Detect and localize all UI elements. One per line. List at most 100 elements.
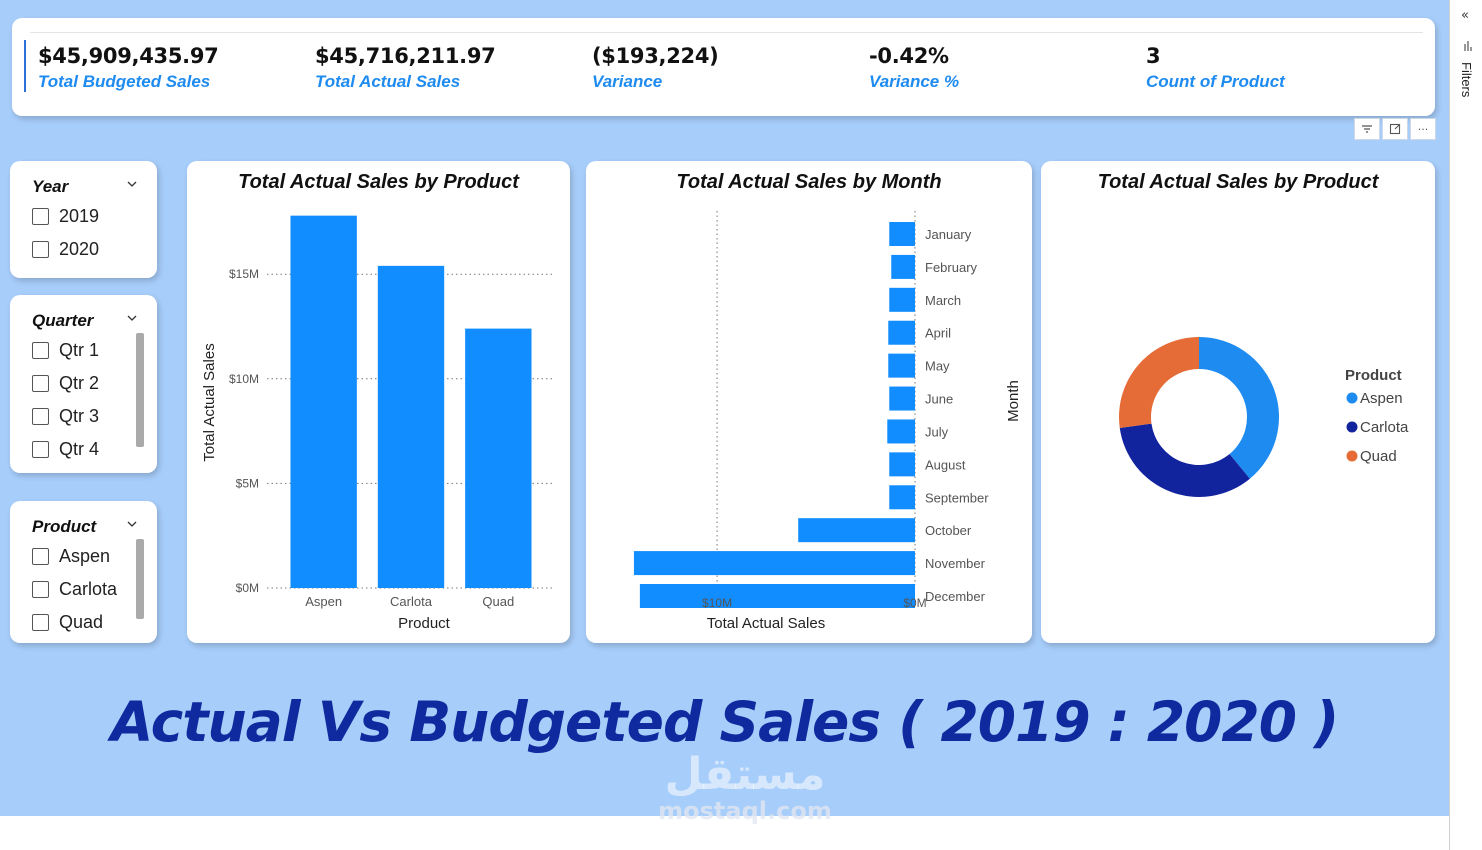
y-tick-label: August [925, 457, 966, 472]
kpi-card: $45,909,435.97 Total Budgeted Sales $45,… [12, 18, 1435, 116]
donut-slice [1119, 337, 1199, 428]
legend-title: Product [1345, 367, 1402, 384]
product-donut-chart-plot: Product Aspen Carlota Quad [1119, 337, 1409, 497]
checkbox[interactable] [32, 208, 49, 225]
checkbox[interactable] [32, 581, 49, 598]
y-tick-label: November [925, 556, 986, 571]
slicer-scrollbar[interactable] [136, 539, 144, 619]
slicer-item-label: Carlota [59, 579, 118, 599]
slicer-item-label: Qtr 4 [59, 439, 100, 459]
watermark-arabic: مستقل [664, 749, 826, 800]
kpi-accent-line [24, 40, 26, 92]
slicer-item-carlota[interactable]: Carlota [32, 579, 117, 600]
bar [639, 584, 915, 608]
bar [891, 254, 915, 279]
bar [888, 353, 915, 378]
y-tick-label: $5M [236, 476, 259, 490]
chevron-down-icon[interactable] [127, 519, 137, 529]
checkbox[interactable] [32, 614, 49, 631]
checkbox[interactable] [32, 408, 49, 425]
filter-icon [1464, 41, 1472, 51]
slicer-item-label: Qtr 3 [59, 406, 100, 426]
checkbox[interactable] [32, 375, 49, 392]
checkbox[interactable] [32, 548, 49, 565]
watermark-logo: مستقل mostaql.com [650, 749, 840, 825]
slicer-item-label: 2020 [59, 239, 100, 259]
checkbox[interactable] [32, 342, 49, 359]
filter-icon[interactable] [1354, 118, 1380, 140]
month-bar-chart-plot: January February March April May June July Augu… [633, 211, 1022, 632]
kpi-label: Total Budgeted Sales [38, 72, 211, 91]
slicer-item-quad[interactable]: Quad [32, 612, 103, 633]
kpi-value: $45,716,211.97 [315, 44, 496, 68]
bar [889, 287, 915, 312]
collapse-icon[interactable]: « [1461, 8, 1469, 23]
visual-header: ··· [1354, 118, 1436, 140]
slicer-item-label: Qtr 1 [59, 340, 100, 360]
bar [889, 452, 915, 477]
kpi-value: 3 [1146, 44, 1161, 68]
checkbox[interactable] [32, 441, 49, 458]
watermark-latin: mostaql.com [658, 797, 832, 825]
month-bar-chart: Total Actual Sales by Month January Febru… [586, 161, 1032, 643]
checkbox[interactable] [32, 241, 49, 258]
x-axis-label: Product [398, 615, 451, 632]
legend-entry: Aspen [1360, 390, 1403, 407]
kpi-count-product: 3 Count of Product [1146, 44, 1285, 92]
report-banner-title: Actual Vs Budgeted Sales ( 2019 : 2020 ) [110, 690, 1340, 754]
slicer-item-2020[interactable]: 2020 [32, 239, 99, 260]
bar [465, 328, 532, 588]
slicer-item-aspen[interactable]: Aspen [32, 546, 110, 567]
filters-pane: « Filters [1449, 0, 1482, 850]
slicer-title: Product [32, 517, 97, 536]
legend-entry: Carlota [1360, 419, 1409, 436]
legend-marker [1346, 421, 1358, 433]
x-tick-label: Carlota [390, 594, 433, 609]
slicer-item-qtr3[interactable]: Qtr 3 [32, 406, 99, 427]
y-tick-label: June [925, 392, 953, 407]
slicer-item-qtr1[interactable]: Qtr 1 [32, 340, 99, 361]
slicer-item-label: Aspen [59, 546, 111, 566]
bar [889, 222, 915, 246]
legend-entry: Quad [1360, 448, 1397, 465]
y-tick-label: $10M [229, 372, 259, 386]
y-axis-label: Total Actual Sales [201, 343, 218, 461]
y-tick-label: February [925, 260, 978, 275]
chart-title: Total Actual Sales by Product [1097, 171, 1379, 193]
bar [887, 419, 915, 444]
x-tick-label: $0M [903, 596, 926, 610]
chevron-down-icon[interactable] [127, 179, 137, 189]
slicer-title: Quarter [32, 311, 94, 330]
slicer-item-qtr2[interactable]: Qtr 2 [32, 373, 99, 394]
y-tick-label: September [925, 490, 989, 505]
y-tick-label: April [925, 326, 951, 341]
slicer-title: Year [32, 177, 69, 196]
focus-mode-icon[interactable] [1382, 118, 1408, 140]
more-options-icon[interactable]: ··· [1410, 118, 1436, 140]
y-tick-label: $0M [236, 581, 259, 595]
bar [798, 518, 915, 543]
filters-pane-label[interactable]: Filters [1459, 62, 1474, 98]
x-tick-label: $10M [702, 596, 732, 610]
kpi-value: ($193,224) [592, 44, 719, 68]
kpi-variance-pct: -0.42% Variance % [869, 44, 959, 92]
slicer-item-qtr4[interactable]: Qtr 4 [32, 439, 99, 460]
kpi-value: $45,909,435.97 [38, 44, 219, 68]
product-column-chart-plot: $0M $5M $10M $15M Aspen Carlota Quad Product Tot… [201, 215, 555, 632]
quarter-slicer: Quarter Qtr 1 Qtr 2 Qtr 3 Qtr 4 [10, 295, 157, 473]
kpi-total-actual: $45,716,211.97 Total Actual Sales [315, 44, 496, 92]
chart-title: Total Actual Sales by Product [238, 171, 519, 193]
kpi-value: -0.42% [869, 44, 949, 68]
product-donut-chart: Total Actual Sales by Product Product Asp… [1041, 161, 1435, 643]
kpi-label: Total Actual Sales [315, 72, 461, 91]
y-tick-label: March [925, 293, 961, 308]
x-tick-label: Aspen [305, 594, 342, 609]
slicer-scrollbar[interactable] [136, 333, 144, 447]
slicer-item-label: Qtr 2 [59, 373, 100, 393]
kpi-variance: ($193,224) Variance [592, 44, 719, 92]
y-tick-label: July [925, 424, 949, 439]
product-column-chart: Total Actual Sales by Product $0M $5M $10M… [187, 161, 570, 643]
kpi-label: Variance [592, 72, 663, 91]
chevron-down-icon[interactable] [127, 313, 137, 323]
slicer-item-2019[interactable]: 2019 [32, 206, 99, 227]
